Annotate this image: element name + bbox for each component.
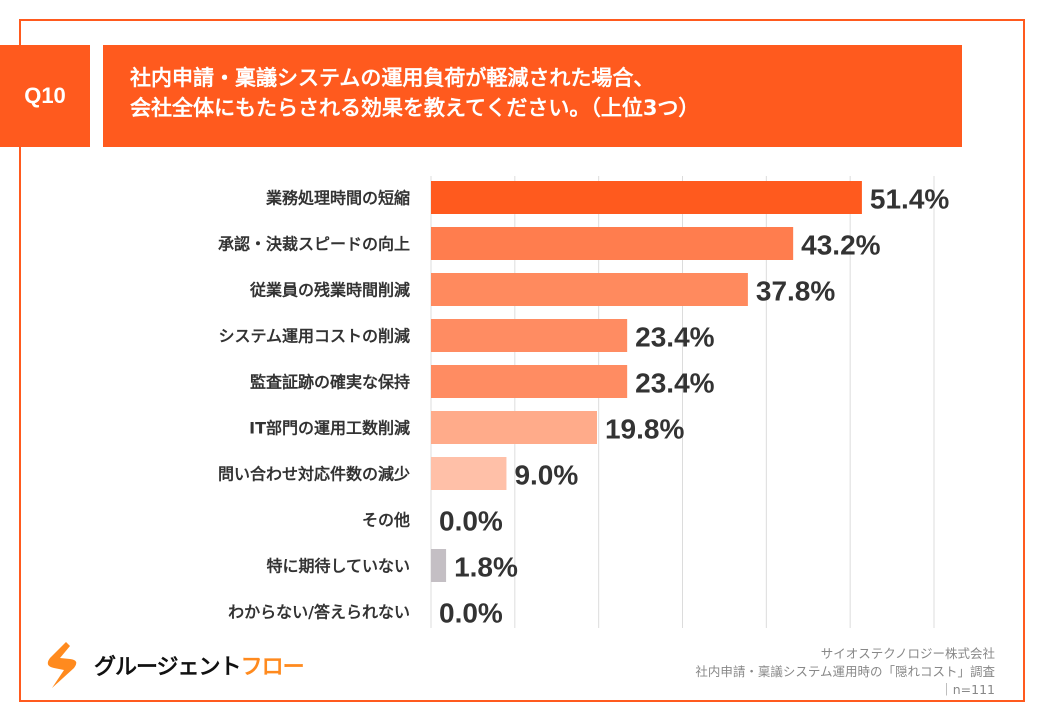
bar <box>431 181 862 214</box>
bar <box>431 365 628 398</box>
chart-frame <box>19 19 1025 702</box>
bar <box>431 549 447 582</box>
bar <box>431 273 748 306</box>
logo-icon <box>47 642 77 688</box>
category-label: 従業員の残業時間削減 <box>249 281 410 300</box>
source-credit: サイオステクノロジー株式会社 社内申請・稟議システム運用時の「隠れコスト」調査 … <box>695 645 995 699</box>
bar <box>431 411 597 444</box>
question-title: 社内申請・稟議システムの運用負荷が軽減された場合、 会社全体にもたらされる効果を… <box>103 45 962 147</box>
survey-name: 社内申請・稟議システム運用時の「隠れコスト」調査 <box>695 664 995 679</box>
value-label: 0.0% <box>439 598 503 629</box>
category-label: 承認・決裁スピードの向上 <box>218 235 410 254</box>
category-label: 監査証跡の確実な保持 <box>250 373 410 392</box>
bar <box>431 319 628 352</box>
sample-size: ｜n=111 <box>940 682 995 697</box>
value-label: 43.2% <box>801 230 880 261</box>
category-label: IT部門の運用工数削減 <box>249 419 410 438</box>
value-label: 23.4% <box>635 322 714 353</box>
value-label: 51.4% <box>870 184 949 215</box>
bar <box>431 457 507 490</box>
question-number: Q10 <box>0 45 90 147</box>
value-label: 0.0% <box>439 506 503 537</box>
category-label: その他 <box>362 511 410 530</box>
category-label: わからない/答えられない <box>228 603 410 622</box>
value-label: 37.8% <box>756 276 835 307</box>
logo: グルージェントフロー <box>36 640 305 690</box>
bar <box>431 227 794 260</box>
value-label: 23.4% <box>635 368 714 399</box>
value-label: 19.8% <box>605 414 684 445</box>
title-line-2: 会社全体にもたらされる効果を教えてください。（上位3つ） <box>130 96 700 120</box>
category-label: システム運用コストの削減 <box>218 327 410 346</box>
category-label: 業務処理時間の短縮 <box>265 189 410 208</box>
company-name: サイオステクノロジー株式会社 <box>820 646 995 661</box>
category-label: 特に期待していない <box>266 557 410 576</box>
value-label: 9.0% <box>514 460 578 491</box>
title-line-1: 社内申請・稟議システムの運用負荷が軽減された場合、 <box>130 66 655 90</box>
category-label: 問い合わせ対応件数の減少 <box>218 465 410 484</box>
value-label: 1.8% <box>454 552 518 583</box>
logo-text: グルージェントフロー <box>94 655 305 680</box>
